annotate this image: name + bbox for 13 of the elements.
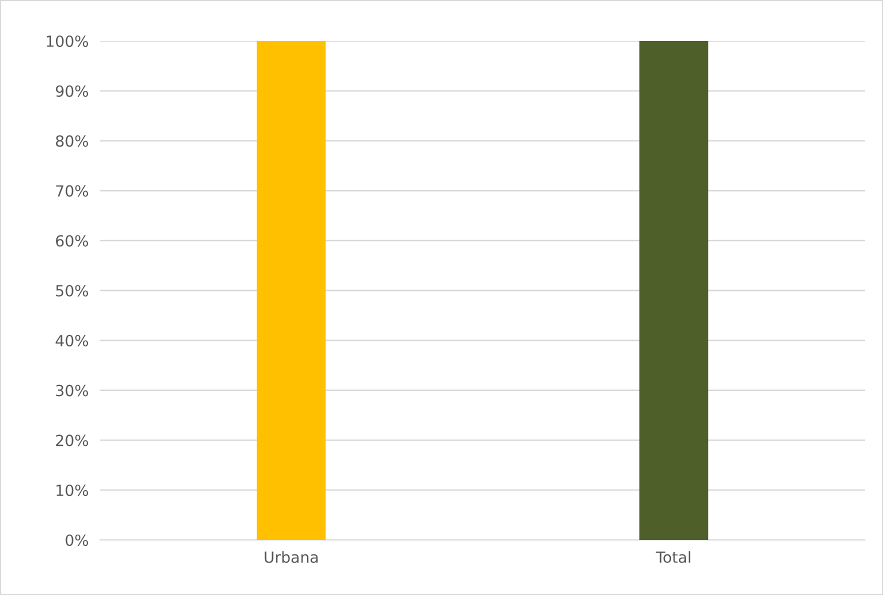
y-tick-label: 30%: [56, 384, 88, 396]
x-tick-label: Total: [656, 551, 690, 563]
y-tick-label: 50%: [56, 284, 88, 297]
y-tick-label: 80%: [56, 135, 88, 147]
y-tick-label: 60%: [56, 235, 88, 247]
y-tick-label: 90%: [56, 85, 88, 97]
y-tick-label: 40%: [56, 334, 88, 346]
y-tick-label: 0%: [66, 534, 88, 546]
y-tick-label: 10%: [56, 484, 88, 496]
y-tick-label: 70%: [56, 185, 88, 197]
y-tick-label: 100%: [46, 35, 88, 48]
x-tick-label: Urbana: [264, 551, 318, 563]
y-tick-label: 20%: [56, 434, 88, 446]
